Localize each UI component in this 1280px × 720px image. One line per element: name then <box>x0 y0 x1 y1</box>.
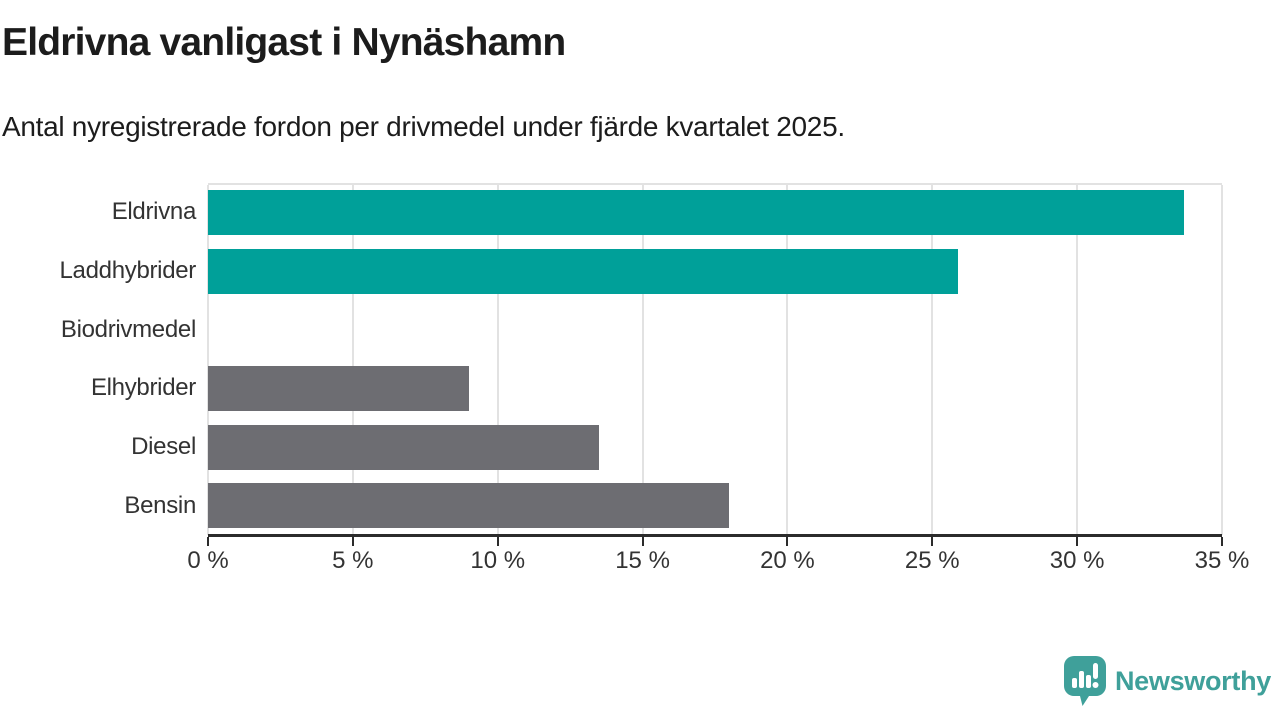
newsworthy-logo-icon <box>1063 656 1106 706</box>
gridline <box>496 185 499 535</box>
chart-title: Eldrivna vanligast i Nynäshamn <box>2 21 566 64</box>
category-label: Eldrivna <box>111 198 197 226</box>
axis-tick <box>496 537 499 546</box>
category-label: Bensin <box>124 491 196 519</box>
category-label: Elhybrider <box>90 374 196 402</box>
bar <box>208 248 959 294</box>
x-tick-label: 0 % <box>187 547 229 574</box>
x-axis-tick-labels: 0 % 5 % 10 % 15 % 20 % 25 % 30 % 35 % <box>187 547 1249 577</box>
axis-tick <box>1221 537 1223 546</box>
newsworthy-logo: Newsworthy <box>1063 655 1271 707</box>
category-label: Laddhybrider <box>59 256 197 284</box>
bar-series <box>208 183 1222 535</box>
bar-chart: Eldrivna Laddhybrider Biodrivmedel Elhyb… <box>0 183 1280 583</box>
bar-row <box>208 183 1222 242</box>
category-label: Biodrivmedel <box>60 315 196 343</box>
chart-subtitle: Antal nyregistrerade fordon per drivmede… <box>2 111 845 142</box>
gridline <box>1221 185 1223 535</box>
bar <box>208 190 1185 235</box>
gridline <box>207 185 209 535</box>
bar <box>208 365 469 411</box>
gridline <box>786 185 789 535</box>
axis-tick <box>1076 537 1079 546</box>
bar-row <box>208 359 1222 418</box>
axis-tick <box>786 537 789 546</box>
x-tick-label: 15 % <box>615 547 670 574</box>
x-tick-label: 25 % <box>904 547 960 574</box>
bar <box>208 424 600 470</box>
plot-area <box>207 183 1223 535</box>
axis-tick <box>351 537 354 546</box>
gridline <box>931 185 934 535</box>
axis-tick <box>207 537 209 546</box>
x-tick-label: 30 % <box>1049 547 1105 574</box>
axis-tick <box>641 537 644 546</box>
gridline <box>1076 185 1079 535</box>
x-tick-label: 10 % <box>470 547 526 574</box>
x-tick-label: 5 % <box>332 547 374 574</box>
bar-row <box>208 300 1222 359</box>
bar-row <box>208 418 1222 477</box>
bar-row <box>208 476 1222 535</box>
axis-tick <box>931 537 934 546</box>
x-tick-label: 35 % <box>1194 547 1250 574</box>
x-axis-line <box>208 534 1222 537</box>
gridline <box>351 185 354 535</box>
brand-name: Newsworthy <box>1114 665 1271 696</box>
bar <box>208 483 730 529</box>
gridline <box>641 185 644 535</box>
bar-row <box>208 242 1222 301</box>
category-label: Diesel <box>131 432 196 460</box>
x-tick-label: 20 % <box>760 547 815 574</box>
category-axis: Eldrivna Laddhybrider Biodrivmedel Elhyb… <box>0 183 197 535</box>
